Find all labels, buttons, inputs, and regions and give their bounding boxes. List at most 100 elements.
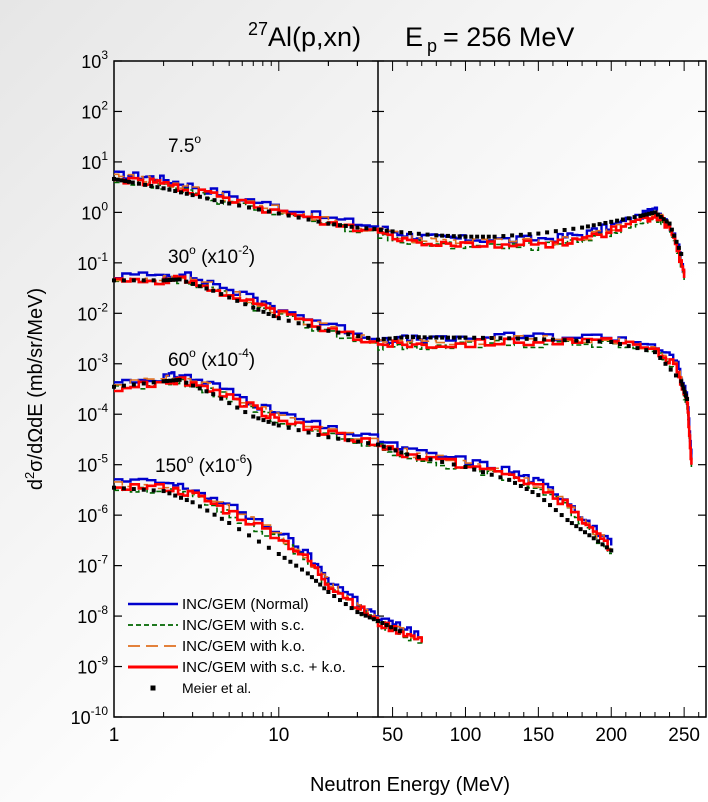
meier-data-point: [179, 190, 184, 195]
meier-data-point: [524, 486, 529, 491]
meier-data-point: [550, 337, 555, 342]
meier-data-point: [542, 498, 547, 503]
meier-data-point: [364, 226, 369, 231]
meier-data-point: [155, 185, 160, 190]
meier-data-point: [463, 234, 468, 239]
meier-data-point: [536, 231, 541, 236]
meier-data-point: [571, 226, 576, 231]
meier-data-point: [276, 211, 281, 216]
meier-data-point: [306, 323, 311, 328]
meier-data-point: [184, 191, 189, 196]
meier-data-point: [393, 336, 398, 341]
meier-data-point: [585, 224, 590, 229]
meier-data-point: [674, 239, 679, 244]
x-tick-label: 150: [523, 725, 555, 746]
meier-data-point: [381, 337, 386, 342]
series-line-2-angle-60: [114, 378, 612, 555]
meier-data-point: [428, 335, 433, 340]
meier-data-point: [661, 217, 666, 222]
meier-data-point: [227, 201, 232, 206]
meier-data-point: [256, 539, 261, 544]
meier-data-point: [237, 527, 242, 532]
title-energy-sub: p: [427, 36, 437, 56]
meier-data-point: [603, 220, 608, 225]
meier-data-point: [679, 379, 684, 384]
meier-data-point: [300, 567, 305, 572]
meier-data-point: [585, 339, 590, 344]
meier-data-point: [510, 233, 515, 238]
meier-data-point: [161, 278, 166, 283]
meier-data-point: [366, 335, 371, 340]
meier-data-point: [562, 227, 567, 232]
meier-data-point: [376, 337, 380, 342]
meier-data-point: [501, 234, 506, 239]
meier-data-point: [559, 513, 564, 518]
meier-data-point: [668, 367, 673, 372]
meier-data-point: [197, 284, 202, 289]
meier-data-point: [393, 627, 398, 632]
meier-data-point: [205, 196, 210, 201]
meier-data-point: [569, 521, 574, 526]
meier-data-point: [469, 234, 474, 239]
angle-label-30: 30o (x10-2): [168, 243, 255, 268]
meier-data-point: [399, 230, 404, 235]
meier-data-point: [533, 337, 538, 342]
meier-data-point: [112, 384, 116, 389]
meier-data-point: [191, 281, 196, 286]
meier-data-point: [309, 575, 314, 580]
meier-data-point: [680, 382, 685, 387]
meier-data-point: [472, 467, 477, 472]
meier-data-point: [131, 278, 136, 283]
meier-data-point: [408, 230, 413, 235]
meier-data-point: [251, 414, 256, 419]
series-line-3-angle-60: [114, 374, 612, 550]
meier-data-point: [318, 582, 323, 587]
meier-data-point: [219, 396, 224, 401]
meier-data-point: [387, 336, 392, 341]
meier-data-point: [626, 216, 631, 221]
meier-data-point: [306, 430, 311, 435]
meier-data-point: [518, 483, 523, 488]
meier-data-point: [164, 278, 169, 283]
meier-data-point: [620, 217, 625, 222]
meier-data-point: [355, 610, 360, 615]
meier-data-point: [305, 571, 310, 576]
angle-label-150: 150o (x10-6): [155, 452, 253, 477]
meier-data-point: [422, 335, 427, 340]
meier-data-point: [440, 335, 445, 340]
meier-data-point: [204, 286, 209, 291]
meier-data-point: [266, 419, 271, 424]
meier-data-point: [632, 215, 637, 220]
meier-data-point: [197, 504, 202, 509]
meier-data-point: [261, 309, 266, 314]
meier-data-point: [644, 348, 649, 353]
meier-data-point: [658, 214, 663, 219]
y-tick-label: 100: [81, 199, 108, 223]
y-tick-label: 10-7: [77, 553, 108, 577]
meier-data-point: [445, 233, 450, 238]
angle-label-60: 60o (x10-4): [168, 346, 255, 371]
meier-data-point: [667, 221, 672, 226]
meier-data-point: [440, 459, 445, 464]
meier-data-point: [591, 536, 596, 541]
meier-data-point: [296, 215, 301, 220]
meier-data-point: [663, 361, 668, 366]
meier-data-point: [451, 234, 456, 239]
meier-data-point: [405, 334, 410, 339]
meier-data-point: [463, 465, 468, 470]
y-tick-label: 10-9: [77, 654, 108, 678]
meier-data-point: [591, 223, 596, 228]
series-line-4-angle-30: [114, 274, 693, 465]
meier-data-point: [376, 618, 380, 623]
series-line-4-angle-150: [114, 483, 423, 643]
meier-data-point: [173, 493, 178, 498]
meier-data-point: [296, 428, 301, 433]
meier-data-point: [141, 487, 146, 492]
meier-data-point: [282, 555, 287, 560]
meier-data-point: [578, 527, 583, 532]
angle-labels: 7.5o 30o (x10-2) 60o (x10-4) 150o (x10-6): [155, 132, 255, 477]
meier-data-point: [359, 611, 364, 616]
meier-data-point: [167, 491, 172, 496]
meier-data-point: [378, 227, 383, 232]
angle-label-7.5: 7.5o: [168, 132, 201, 157]
